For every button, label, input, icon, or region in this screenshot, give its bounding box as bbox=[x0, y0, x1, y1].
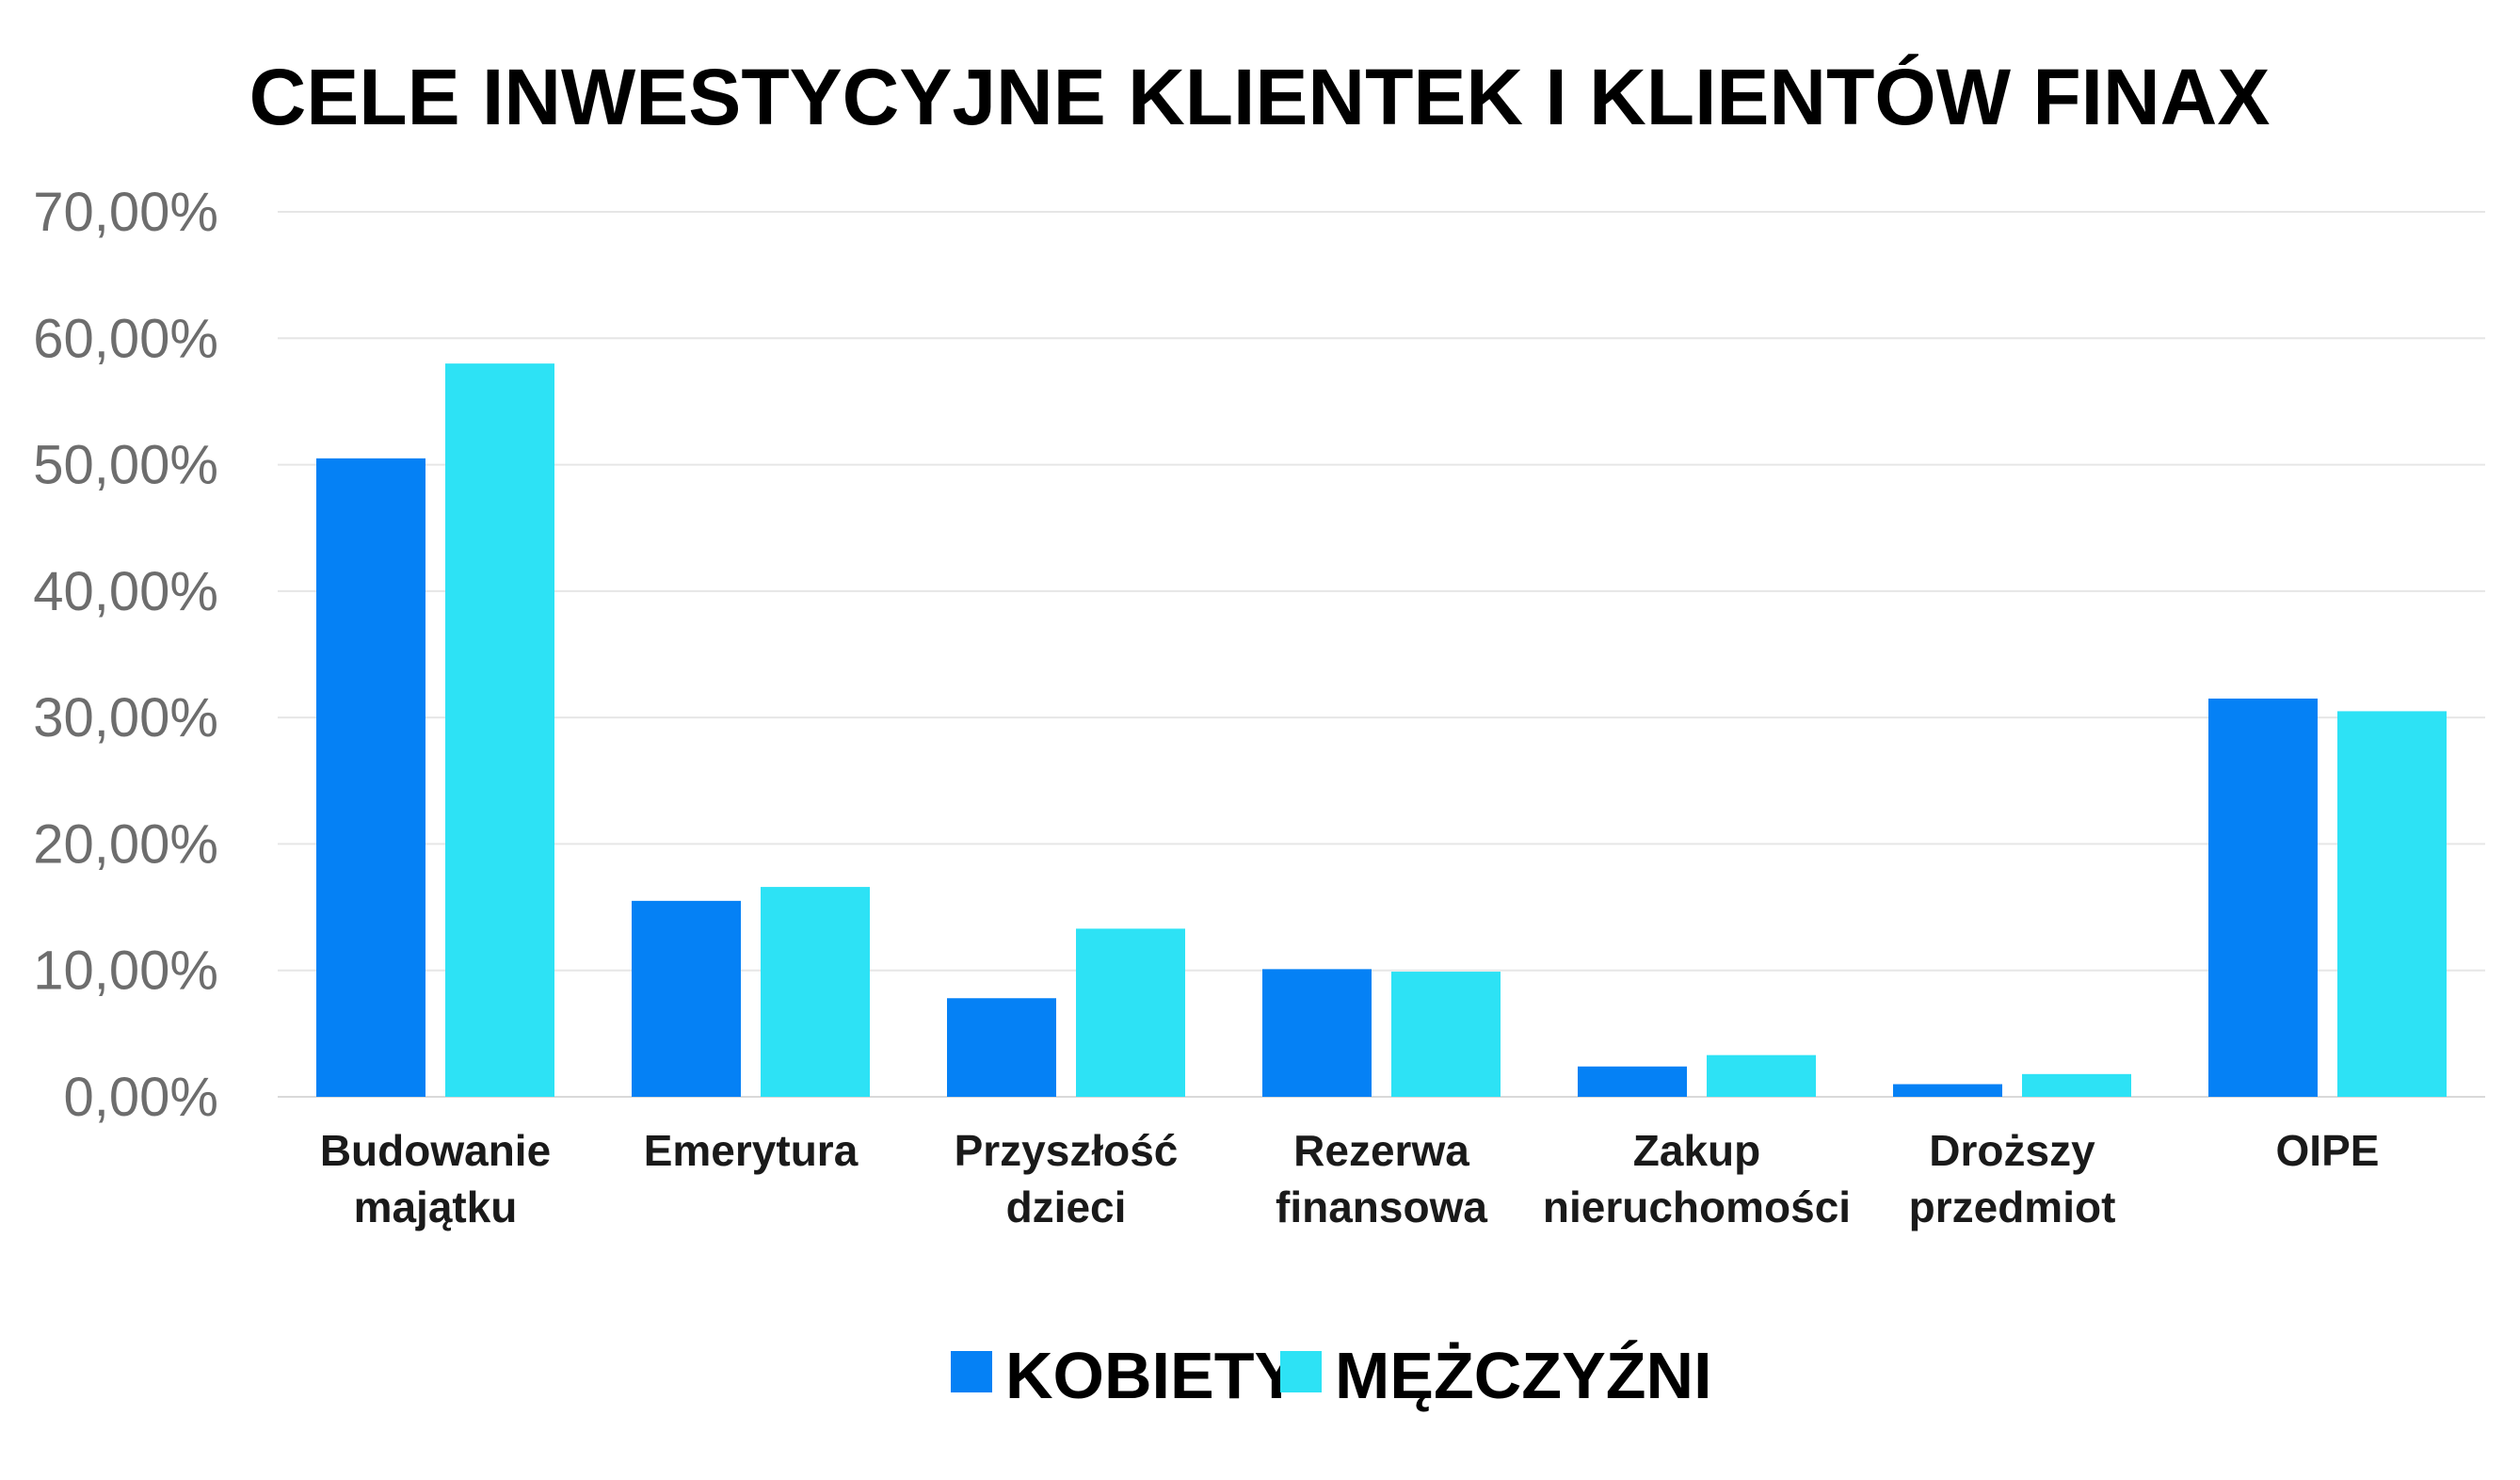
y-tick-label: 60,00% bbox=[33, 308, 218, 369]
y-tick-label: 0,00% bbox=[64, 1067, 218, 1128]
legend-swatch bbox=[1280, 1351, 1322, 1392]
legend-label: KOBIETY bbox=[1005, 1339, 1298, 1412]
x-tick-label: Emerytura bbox=[644, 1126, 859, 1175]
y-tick-label: 40,00% bbox=[33, 561, 218, 622]
x-tick-label: przedmiot bbox=[1909, 1182, 2116, 1231]
x-tick-label: OIPE bbox=[2276, 1126, 2380, 1175]
bar-kobiety bbox=[632, 900, 741, 1097]
x-tick-label: Przyszłość bbox=[955, 1126, 1179, 1175]
x-tick-label: Rezerwa bbox=[1293, 1126, 1469, 1175]
chart-title: CELE INWESTYCYJNE KLIENTEK I KLIENTÓW FI… bbox=[249, 53, 2271, 141]
legend-label: MĘŻCZYŹNI bbox=[1335, 1339, 1712, 1412]
bar-mezczyzni bbox=[1391, 972, 1501, 1097]
x-tick-label: Budowanie bbox=[320, 1126, 551, 1175]
bar-mezczyzni bbox=[2022, 1073, 2131, 1097]
x-tick-label: dzieci bbox=[1006, 1182, 1127, 1231]
bar-mezczyzni bbox=[761, 887, 870, 1097]
x-tick-label: Zakup bbox=[1633, 1126, 1760, 1175]
x-tick-label: Droższy bbox=[1929, 1126, 2095, 1175]
y-tick-label: 10,00% bbox=[33, 941, 218, 1002]
bar-mezczyzni bbox=[2337, 711, 2447, 1097]
y-tick-label: 70,00% bbox=[33, 182, 218, 243]
bar-kobiety bbox=[947, 998, 1056, 1097]
y-tick-label: 30,00% bbox=[33, 687, 218, 748]
bar-kobiety bbox=[1262, 969, 1372, 1097]
y-tick-label: 20,00% bbox=[33, 813, 218, 875]
legend: KOBIETY MĘŻCZYŹNI bbox=[951, 1339, 1712, 1412]
gridlines bbox=[278, 211, 2485, 1098]
y-tick-label: 50,00% bbox=[33, 435, 218, 496]
y-axis-ticks: 0,00% 10,00% 20,00% 30,00% 40,00% 50,00% 60,00… bbox=[33, 182, 218, 1128]
x-tick-label: majątku bbox=[354, 1182, 518, 1231]
bar-mezczyzni bbox=[445, 363, 554, 1098]
bar-mezczyzni bbox=[1076, 928, 1185, 1097]
bar-kobiety bbox=[2208, 699, 2318, 1097]
x-tick-label: nieruchomości bbox=[1543, 1182, 1851, 1231]
legend-swatch bbox=[951, 1351, 992, 1392]
bar-kobiety bbox=[1578, 1066, 1687, 1097]
bar-kobiety bbox=[1893, 1084, 2002, 1097]
bars bbox=[316, 363, 2447, 1098]
bar-mezczyzni bbox=[1707, 1054, 1816, 1097]
x-axis-ticks: Budowanie majątku Emerytura Przyszłość dziec… bbox=[320, 1126, 2380, 1231]
bar-kobiety bbox=[316, 458, 425, 1097]
x-tick-label: finansowa bbox=[1276, 1182, 1487, 1231]
